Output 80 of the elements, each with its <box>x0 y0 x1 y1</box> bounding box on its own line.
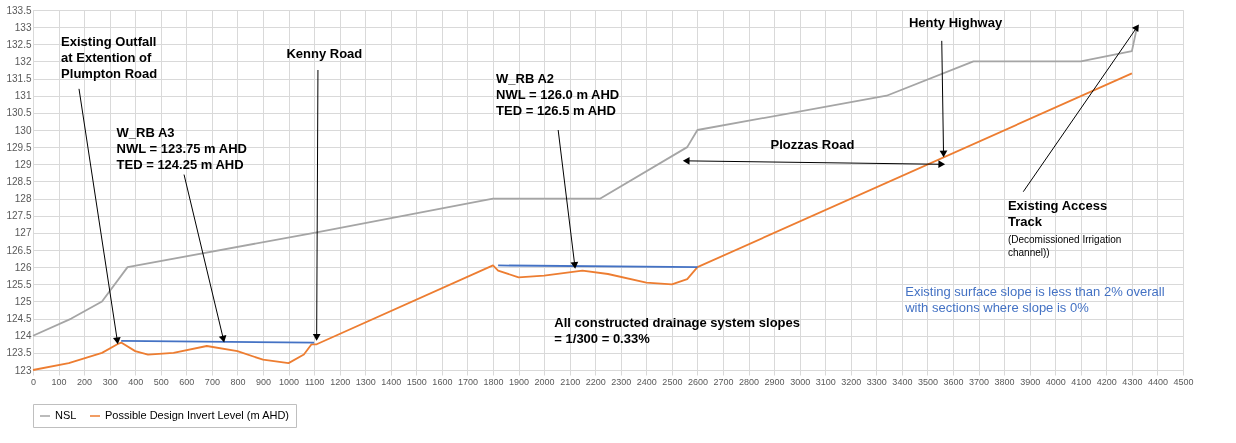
x-tick-label: 2400 <box>636 376 657 387</box>
x-tick-label: 700 <box>204 376 220 387</box>
x-tick-label: 1200 <box>330 376 351 387</box>
x-tick-label: 2100 <box>560 376 581 387</box>
x-tick-label: 1500 <box>406 376 427 387</box>
x-tick-label: 1800 <box>483 376 504 387</box>
y-tick-label: 124 <box>14 330 32 342</box>
x-tick-label: 4200 <box>1096 376 1117 387</box>
y-tick-label: 127 <box>14 227 32 239</box>
y-tick-label: 132.5 <box>6 38 32 50</box>
y-tick-label: 129.5 <box>6 141 32 153</box>
annotation: Plozzas Road <box>770 136 855 152</box>
x-tick-label: 4500 <box>1173 376 1194 387</box>
legend-label: NSL <box>55 409 77 421</box>
x-tick-label: 2600 <box>687 376 708 387</box>
y-tick-label: 124.5 <box>6 313 32 325</box>
x-tick-label: 3700 <box>969 376 990 387</box>
x-tick-label: 4400 <box>1147 376 1168 387</box>
x-tick-label: 1700 <box>457 376 478 387</box>
x-tick-label: 4000 <box>1045 376 1066 387</box>
x-tick-label: 4300 <box>1122 376 1143 387</box>
x-tick-label: 300 <box>102 376 118 387</box>
x-tick-label: 1900 <box>509 376 530 387</box>
annotation: Existing Outfall at Extention of Plumpton Road <box>61 33 158 81</box>
annotation: All constructed drainage system slopes = 1/300 = 0.33% <box>554 314 800 346</box>
annotation: W_RB A3 NWL = 123.75 m AHD TED = 124.25 m AHD <box>116 124 247 172</box>
y-tick-label: 133 <box>14 21 32 33</box>
legend-label: Possible Design Invert Level (m AHD) <box>105 409 290 421</box>
x-tick-label: 500 <box>153 376 169 387</box>
x-tick-label: 2200 <box>585 376 606 387</box>
y-tick-label: 128 <box>14 193 32 205</box>
x-tick-label: 0 <box>30 376 37 387</box>
x-tick-label: 2800 <box>739 376 760 387</box>
y-tick-label: 129 <box>14 158 32 170</box>
y-tick-label: 131.5 <box>6 73 32 85</box>
x-tick-label: 1600 <box>432 376 453 387</box>
x-tick-label: 3300 <box>866 376 887 387</box>
x-tick-label: 1300 <box>355 376 376 387</box>
annotation: (Decomissioned Irrigation channel)) <box>1007 233 1122 258</box>
x-tick-label: 2000 <box>534 376 555 387</box>
x-tick-label: 3600 <box>943 376 964 387</box>
y-tick-label: 132 <box>14 55 32 67</box>
x-tick-label: 1400 <box>381 376 402 387</box>
x-tick-label: 3500 <box>917 376 938 387</box>
x-tick-label: 800 <box>230 376 246 387</box>
x-tick-label: 3400 <box>892 376 913 387</box>
x-tick-label: 100 <box>51 376 67 387</box>
x-tick-label: 2300 <box>611 376 632 387</box>
x-tick-label: 4100 <box>1071 376 1092 387</box>
x-tick-label: 3900 <box>1020 376 1041 387</box>
y-tick-label: 123.5 <box>6 347 32 359</box>
x-tick-label: 3200 <box>841 376 862 387</box>
y-tick-label: 125.5 <box>6 278 32 290</box>
y-tick-label: 126 <box>14 261 32 273</box>
y-tick-label: 127.5 <box>6 210 32 222</box>
x-tick-label: 200 <box>77 376 93 387</box>
x-tick-label: 2700 <box>713 376 734 387</box>
y-tick-label: 130 <box>14 124 32 136</box>
y-tick-label: 130.5 <box>6 107 32 119</box>
x-tick-label: 3100 <box>815 376 836 387</box>
x-tick-label: 1000 <box>279 376 300 387</box>
annotation: Kenny Road <box>286 45 363 61</box>
y-tick-label: 126.5 <box>6 244 32 256</box>
y-tick-label: 125 <box>14 295 32 307</box>
x-tick-label: 3000 <box>790 376 811 387</box>
y-tick-label: 133.5 <box>6 4 32 16</box>
annotation: Existing surface slope is less than 2% overall with sections where slope is 0% <box>904 284 1165 315</box>
x-tick-label: 3800 <box>994 376 1015 387</box>
y-tick-label: 131 <box>14 90 32 102</box>
annotation: W_RB A2 NWL = 126.0 m AHD TED = 126.5 m AHD <box>496 71 620 119</box>
x-tick-label: 1100 <box>304 376 325 387</box>
x-tick-label: 2500 <box>662 376 683 387</box>
y-tick-label: 123 <box>14 364 32 376</box>
x-tick-label: 600 <box>179 376 195 387</box>
x-tick-label: 2900 <box>764 376 785 387</box>
annotation: Henty Highway <box>908 14 1003 30</box>
x-tick-label: 400 <box>128 376 144 387</box>
y-tick-label: 128.5 <box>6 175 32 187</box>
annotation: Existing Access Track <box>1007 198 1108 230</box>
x-tick-label: 900 <box>255 376 272 387</box>
